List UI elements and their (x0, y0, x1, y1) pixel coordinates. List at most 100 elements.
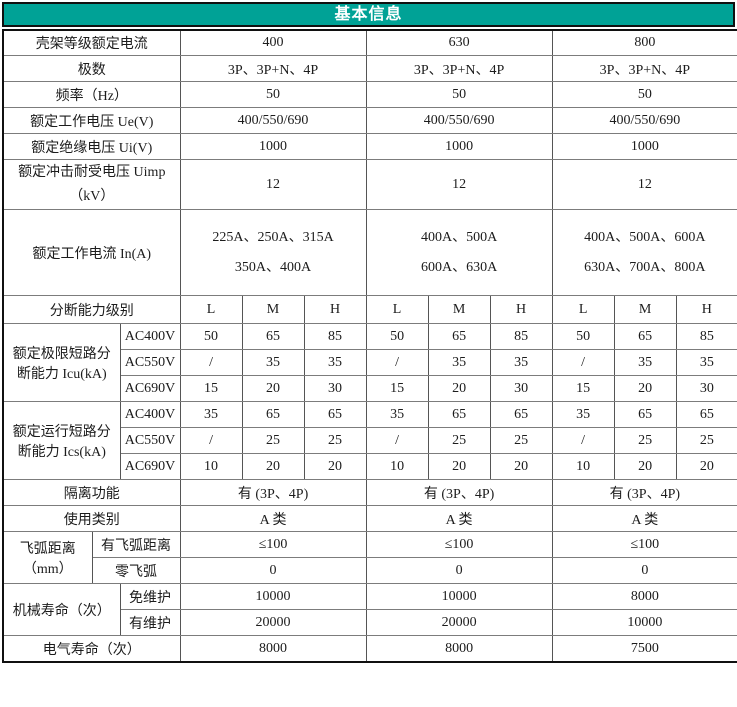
cell-value: 65 (241, 401, 305, 428)
cell-value: 3P、3P+N、4P (179, 55, 367, 82)
cell-value: 35 (427, 349, 491, 376)
cell-value: H (675, 295, 737, 324)
table-row-ics-ac400v: 额定运行短路分 断能力 Ics(kA) AC400V 35 65 65 35 6… (2, 401, 737, 480)
table-row-ics-ac550v: AC550V / 25 25 / 25 25 / 25 25 (3, 427, 737, 454)
row-label: 额定运行短路分 断能力 Ics(kA) (2, 401, 121, 480)
cell-value: 400/550/690 (365, 107, 553, 134)
cell-value: 65 (675, 401, 737, 428)
cell-value: 20 (427, 453, 491, 480)
cell-value: 50 (365, 81, 553, 108)
cell-value: / (365, 349, 429, 376)
cell-value: L (365, 295, 429, 324)
row-label: 使用类别 (2, 505, 181, 532)
cell-value: H (489, 295, 553, 324)
cell-value: A 类 (365, 505, 553, 532)
cell-value: 8000 (179, 635, 367, 663)
row-label: 隔离功能 (2, 479, 181, 506)
row-label: 壳架等级额定电流 (2, 29, 181, 56)
row-label: 飞弧距离 （mm） (2, 531, 93, 584)
cell-value: ≤100 (179, 531, 367, 558)
row-sublabel: 零飞弧 (91, 557, 181, 584)
row-label: 额定工作电流 In(A) (2, 209, 181, 296)
cell-value: 50 (551, 81, 737, 108)
cell-value: 30 (303, 375, 367, 402)
cell-value: 3P、3P+N、4P (551, 55, 737, 82)
cell-value: 400/550/690 (179, 107, 367, 134)
cell-value: 35 (551, 401, 615, 428)
cell-value: 65 (427, 401, 491, 428)
cell-value: 20 (613, 453, 677, 480)
cell-value: 65 (427, 323, 491, 350)
cell-value: 65 (303, 401, 367, 428)
table-row-zero-arc: 零飞弧 0 0 0 (3, 557, 737, 584)
cell-value: 1000 (551, 133, 737, 160)
cell-value: 8000 (365, 635, 553, 663)
cell-value: 1000 (365, 133, 553, 160)
cell-value: 85 (675, 323, 737, 350)
cell-value: 0 (179, 557, 367, 584)
cell-value: 50 (179, 323, 243, 350)
row-label: 额定工作电压 Ue(V) (2, 107, 181, 134)
cell-value: L (551, 295, 615, 324)
cell-value: 25 (675, 427, 737, 454)
cell-value: 10000 (365, 583, 553, 610)
cell-value: 20 (303, 453, 367, 480)
cell-value: 20 (675, 453, 737, 480)
cell-value: M (241, 295, 305, 324)
table-row-breaking-level: 分断能力级别 L M H L M H L M H (2, 295, 737, 324)
table-row-icu-ac690v: AC690V 15 20 30 15 20 30 15 20 30 (3, 375, 737, 402)
cell-value: 35 (179, 401, 243, 428)
cell-value: 85 (303, 323, 367, 350)
cell-value: 35 (241, 349, 305, 376)
cell-value: / (179, 349, 243, 376)
table-row-frame-current: 壳架等级额定电流 400 630 800 (2, 29, 737, 56)
page: 基本信息 壳架等级额定电流 400 630 800 极数 3P、3P+N、4P … (2, 2, 737, 663)
cell-value: 20000 (365, 609, 553, 636)
row-label: 频率（Hz） (2, 81, 181, 108)
cell-value: / (551, 427, 615, 454)
table-row-elec-life: 电气寿命（次） 8000 8000 7500 (2, 635, 737, 663)
table-row-arc-distance: 飞弧距离 （mm） 有飞弧距离 ≤100 ≤100 ≤100 (2, 531, 737, 584)
row-label: 机械寿命（次） (2, 583, 121, 636)
cell-value: 12 (365, 159, 553, 210)
row-label: 分断能力级别 (2, 295, 181, 324)
table-row-mech-life-maint: 有维护 20000 20000 10000 (3, 609, 737, 636)
cell-value: M (613, 295, 677, 324)
cell-value: 10000 (551, 609, 737, 636)
cell-value: 65 (489, 401, 553, 428)
table-row-ics-ac690v: AC690V 10 20 20 10 20 20 10 20 20 (3, 453, 737, 480)
cell-value: 有 (3P、4P) (365, 479, 553, 506)
cell-value: 65 (241, 323, 305, 350)
cell-value: 12 (551, 159, 737, 210)
cell-value: 20 (489, 453, 553, 480)
cell-value: 有 (3P、4P) (179, 479, 367, 506)
cell-value: 25 (613, 427, 677, 454)
cell-value: 20 (241, 375, 305, 402)
cell-value: 7500 (551, 635, 737, 663)
row-sublabel: AC550V (119, 349, 181, 376)
cell-value: 35 (613, 349, 677, 376)
row-label: 额定极限短路分 断能力 Icu(kA) (2, 323, 121, 402)
cell-value: / (551, 349, 615, 376)
cell-value: 50 (365, 323, 429, 350)
cell-value: 85 (489, 323, 553, 350)
row-sublabel: 有维护 (119, 609, 181, 636)
row-sublabel: 有飞弧距离 (91, 531, 181, 558)
cell-value: 50 (179, 81, 367, 108)
cell-value: 15 (179, 375, 243, 402)
table-row-insulation-voltage-ui: 额定绝缘电压 Ui(V) 1000 1000 1000 (2, 133, 737, 160)
cell-value: 25 (427, 427, 491, 454)
cell-value: 25 (489, 427, 553, 454)
cell-value: 35 (365, 401, 429, 428)
spec-table: 壳架等级额定电流 400 630 800 极数 3P、3P+N、4P 3P、3P… (2, 29, 737, 663)
table-row-frequency: 频率（Hz） 50 50 50 (2, 81, 737, 108)
cell-value: 25 (241, 427, 305, 454)
cell-value: 10000 (179, 583, 367, 610)
table-row-icu-ac400v: 额定极限短路分 断能力 Icu(kA) AC400V 50 65 85 50 6… (2, 323, 737, 402)
table-row-rated-current-in: 额定工作电流 In(A) 225A、250A、315A 350A、400A 40… (2, 209, 737, 296)
cell-value: 400 (179, 29, 367, 56)
cell-value: 50 (551, 323, 615, 350)
cell-value: / (365, 427, 429, 454)
cell-value: 65 (613, 323, 677, 350)
cell-value: 225A、250A、315A 350A、400A (179, 209, 367, 296)
